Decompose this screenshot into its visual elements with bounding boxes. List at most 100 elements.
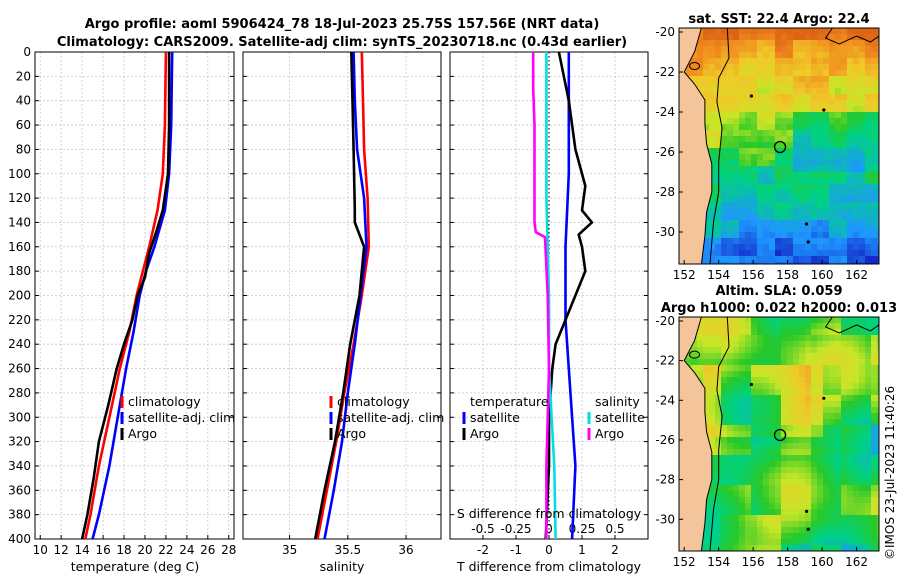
sla-map-title-line2: Argo h1000: 0.022 h2000: 0.013	[661, 301, 897, 316]
map-y-tick-label: -28	[655, 473, 675, 487]
y-tick-label: 400	[8, 532, 31, 546]
seamount-dot	[806, 240, 810, 244]
legend-climatology-label: climatology	[337, 394, 410, 409]
map-y-tick-label: -24	[655, 393, 675, 407]
map-x-tick-label: 156	[742, 555, 765, 569]
y-tick-label: 20	[16, 69, 31, 83]
x-tick-label: 0	[545, 543, 553, 557]
x-tick-label: 22	[158, 543, 173, 557]
map-x-tick-label: 160	[811, 555, 834, 569]
sst-map-title: sat. SST: 22.4 Argo: 22.4	[688, 12, 869, 27]
axes-frame	[34, 51, 235, 540]
difference-legend: temperature satellite Argo salinity sate…	[462, 394, 645, 441]
figure-title-line2: Climatology: CARS2009. Satellite-adj cli…	[57, 35, 627, 50]
x-tick-label: 20	[137, 543, 152, 557]
argo-position-marker	[773, 140, 787, 154]
seamount-dot	[804, 222, 809, 226]
map-field	[679, 317, 879, 551]
y-tick-label: 240	[8, 337, 31, 351]
legend-climatology-label: climatology	[128, 394, 201, 409]
map-field	[679, 28, 879, 264]
legend-argo-label: Argo	[337, 426, 366, 441]
sla-map-title-line1: Altim. SLA: 0.059	[716, 284, 843, 299]
difference-xlabel: T difference from climatology	[456, 559, 642, 574]
ocean-field-cells	[679, 28, 879, 264]
legend-temperature-heading: temperature	[470, 394, 549, 409]
x-tick-label: 18	[116, 543, 131, 557]
y-tick-label: 300	[8, 410, 31, 424]
map-y-tick-label: -26	[655, 433, 675, 447]
map-frame	[678, 27, 880, 265]
legend-t-satellite-label: satellite	[470, 410, 520, 425]
y-tick-label: 40	[16, 94, 31, 108]
x-tick-label: 14	[74, 543, 89, 557]
x-tick-label: 1	[578, 543, 586, 557]
x-tick-label: 26	[200, 543, 215, 557]
y-tick-label: 180	[8, 264, 31, 278]
map-y-tick-label: -22	[655, 65, 675, 79]
y-tick-label: 140	[8, 215, 31, 229]
depth-contour	[824, 28, 879, 45]
y-tick-label: 80	[16, 142, 31, 156]
series-line-salinity-argo	[531, 52, 551, 539]
map-y-tick-label: -20	[655, 25, 675, 39]
series-group	[80, 52, 174, 539]
map-y-tick-label: -20	[655, 314, 675, 328]
map-x-tick-label: 154	[707, 555, 730, 569]
x-tick-label: -1	[510, 543, 522, 557]
difference-profile-panel: -2 -1 0 1 2 -0.5 -0.25 0 0.25 0.5	[449, 51, 649, 557]
seamount-dot	[822, 396, 826, 400]
y-tick-label: 320	[8, 435, 31, 449]
x-tick-label-top: 0	[545, 522, 553, 536]
depth-contour	[709, 28, 730, 264]
map-x-tick-label: 156	[742, 268, 765, 282]
legend-satellite-label: satellite-adj. clim	[337, 410, 444, 425]
y-tick-label: 260	[8, 362, 31, 376]
legend-salinity-heading: salinity	[595, 394, 640, 409]
x-tick-label: 35	[282, 543, 297, 557]
map-y-tick-label: -24	[655, 105, 675, 119]
seamount-contour	[689, 62, 701, 70]
imos-credit: ©IMOS 23-Jul-2023 11:40:26	[883, 386, 897, 560]
salinity-profile-panel: 35 35.5 36	[242, 51, 442, 557]
map-x-tick-label: 154	[707, 268, 730, 282]
ocean-field-cells	[679, 317, 879, 551]
seamount-contour	[689, 350, 701, 359]
y-tick-label: 360	[8, 483, 31, 497]
map-x-tick-label: 152	[673, 555, 696, 569]
y-tick-label: 340	[8, 459, 31, 473]
map-y-tick-label: -26	[655, 145, 675, 159]
x-tick-label: 12	[54, 543, 69, 557]
x-tick-label: 2	[611, 543, 619, 557]
seamount-dot	[804, 509, 809, 513]
x-tick-label: 24	[179, 543, 194, 557]
map-x-tick-label: 160	[811, 268, 834, 282]
y-tick-label: 120	[8, 191, 31, 205]
y-tick-label: 380	[8, 508, 31, 522]
series-group	[313, 52, 371, 539]
legend-argo-label: Argo	[128, 426, 157, 441]
map-x-tick-label: 152	[673, 268, 696, 282]
seamount-dot	[749, 94, 754, 98]
depth-contour	[824, 317, 879, 334]
depth-contour	[709, 317, 730, 551]
x-tick-label: 10	[33, 543, 48, 557]
seamount-dot	[806, 527, 810, 531]
x-tick-label: 16	[95, 543, 110, 557]
y-tick-label: 200	[8, 289, 31, 303]
sst-map: 152 154 156 158 160 162 -20 -22 -24 -26 -28 -30	[655, 25, 880, 282]
legend-s-argo-label: Argo	[595, 426, 624, 441]
series-line-climatology	[84, 52, 168, 539]
x-tick-label-top: 0.25	[569, 522, 596, 536]
y-tick-label: 220	[8, 313, 31, 327]
map-x-tick-label: 162	[845, 555, 868, 569]
map-frame	[678, 316, 880, 552]
land-mass	[679, 28, 713, 264]
land-mass	[679, 317, 713, 551]
temperature-legend: climatology satellite-adj. clim Argo	[120, 394, 235, 441]
map-x-tick-label: 158	[776, 555, 799, 569]
temperature-profile-panel: 10 12 14 16 18 20 22 24 26 2802040608010012014016…	[8, 45, 236, 557]
temperature-xlabel: temperature (deg C)	[71, 559, 200, 574]
figure-title-line1: Argo profile: aoml 5906424_78 18-Jul-202…	[85, 17, 600, 32]
